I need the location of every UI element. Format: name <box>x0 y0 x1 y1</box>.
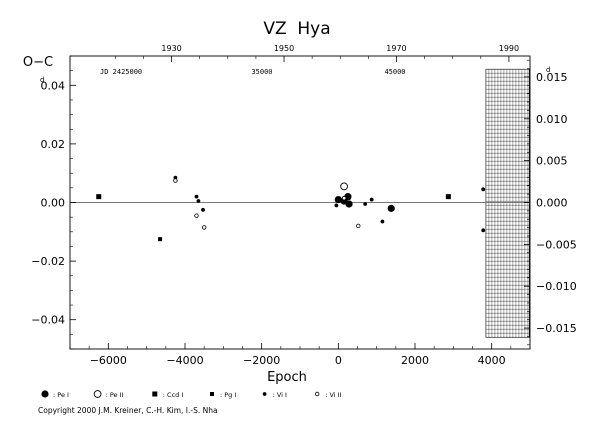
x-tick-label-1: −4000 <box>166 354 203 367</box>
x-tick-label-0: −6000 <box>90 354 127 367</box>
y-tick-label-1: 0.02 <box>41 138 66 151</box>
y2-tick-label-5: −0.010 <box>536 280 577 293</box>
point-vi-ii <box>356 223 361 229</box>
point-ccd-i <box>96 194 102 200</box>
y2-tick-label-4: −0.005 <box>536 238 577 251</box>
point-vi-ii <box>194 213 199 218</box>
jd-label-2: 45000 <box>384 68 405 76</box>
point-vi-i <box>201 207 205 212</box>
y-axis-label: O−C <box>23 55 53 70</box>
point-vi-i <box>196 199 201 203</box>
point-vi-i <box>363 202 368 206</box>
y-tick-label-0: 0.04 <box>41 79 66 92</box>
jd-label-0: JD 2425000 <box>100 68 142 76</box>
legend-marker-2 <box>152 391 158 397</box>
point-vi-i <box>481 228 486 233</box>
jd-label-1: 35000 <box>251 68 272 76</box>
legend-marker-1 <box>93 390 102 398</box>
chart-title: VZ Hya <box>263 19 330 39</box>
x-tick-label-2: −2000 <box>243 354 280 367</box>
point-pe-ii <box>340 182 348 191</box>
year-tick-label-3: 1990 <box>499 44 519 53</box>
point-vi-i <box>334 203 339 208</box>
legend-marker-4 <box>262 392 267 396</box>
legend-marker-5 <box>315 391 320 397</box>
point-vi-i <box>481 187 486 192</box>
legend-label-2: : Ccd I <box>163 391 184 399</box>
y-right-corner-exponent: d <box>546 66 550 74</box>
point-vi-i <box>380 219 385 224</box>
y2-tick-label-6: −0.015 <box>536 322 577 335</box>
legend: : Pe I : Pe II : Ccd I : Pg I : Vi I : Vi II <box>41 390 342 399</box>
point-pg-i <box>158 237 163 242</box>
x-axis-label: Epoch <box>267 370 307 385</box>
x-tick-label-5: 4000 <box>478 354 506 367</box>
point-vi-ii <box>341 195 347 201</box>
point-vi-ii <box>173 178 178 183</box>
y-tick-label-3: −0.02 <box>31 255 65 268</box>
legend-marker-0 <box>41 390 49 398</box>
y2-tick-label-2: 0.005 <box>536 155 568 168</box>
legend-marker-3 <box>210 392 214 396</box>
y-tick-label-4: −0.04 <box>31 314 65 327</box>
point-vi-i <box>194 194 199 199</box>
point-vi-ii <box>201 225 207 230</box>
point-pe-i <box>387 204 395 212</box>
y2-tick-label-0: 0.015 <box>536 71 568 84</box>
year-tick-label-2: 1970 <box>386 44 406 53</box>
point-vi-i <box>347 196 351 201</box>
year-tick-label-1: 1950 <box>274 44 294 53</box>
y2-tick-label-3: 0.000 <box>536 197 568 210</box>
plot-area: −6000 −4000 −2000 0 2000 4000 0.04 0.02 0.00 −0.0… <box>31 44 576 367</box>
legend-label-5: : Vi II <box>325 391 341 399</box>
point-pe-i <box>345 200 353 208</box>
y-left-corner-exponent: d <box>40 76 44 84</box>
x-tick-label-4: 2000 <box>401 354 429 367</box>
point-ccd-i <box>445 194 451 200</box>
y-tick-label-2: 0.00 <box>41 197 66 210</box>
legend-label-3: : Pg I <box>220 391 236 399</box>
point-vi-i <box>369 197 374 202</box>
legend-label-0: : Pe I <box>53 391 69 399</box>
point-pe-i <box>334 195 342 204</box>
copyright-text: Copyright 2000 J.M. Kreiner, C.-H. Kim, … <box>38 406 218 415</box>
legend-label-4: : Vi I <box>273 391 287 399</box>
x-tick-label-3: 0 <box>335 354 342 367</box>
legend-label-1: : Pe II <box>106 391 124 399</box>
year-tick-label-0: 1930 <box>161 44 181 53</box>
y2-tick-label-1: 0.010 <box>536 113 568 126</box>
